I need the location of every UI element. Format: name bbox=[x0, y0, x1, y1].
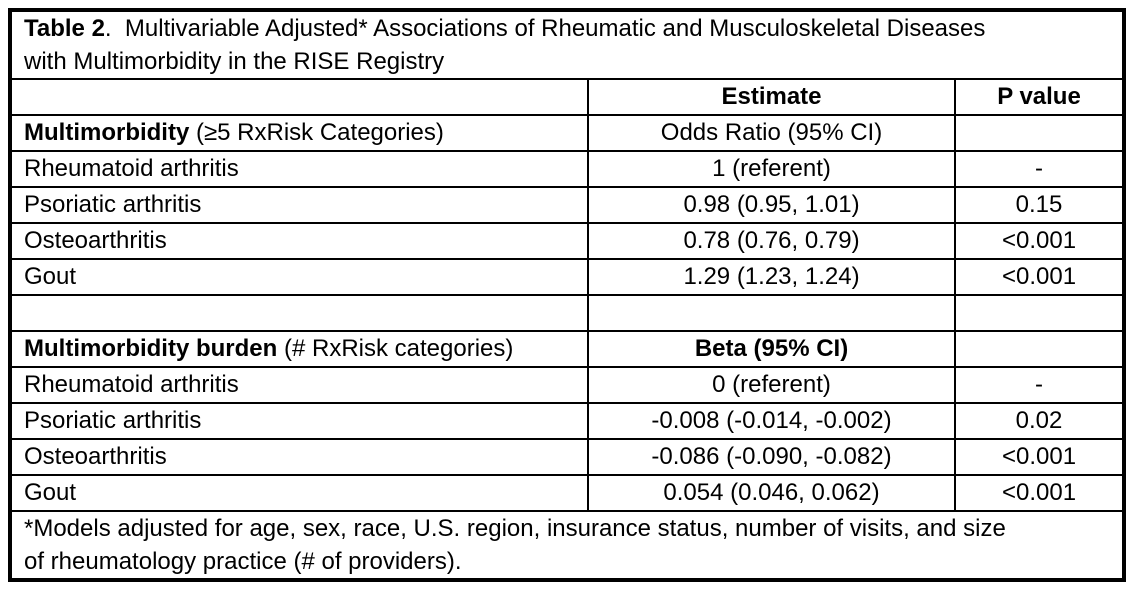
pvalue-cell: <0.001 bbox=[953, 474, 1126, 512]
pvalue-cell: - bbox=[953, 150, 1126, 188]
header-blank-cell bbox=[9, 78, 589, 116]
estimate-cell: -0.086 (-0.090, -0.082) bbox=[587, 438, 956, 476]
section2-blank-cell bbox=[953, 330, 1126, 368]
spacer-row bbox=[9, 294, 1126, 332]
section2-label-bold: Multimorbidity burden bbox=[24, 335, 278, 362]
pvalue-cell: 0.02 bbox=[953, 402, 1126, 440]
disease-name-cell: Psoriatic arthritis bbox=[9, 402, 589, 440]
spacer-cell bbox=[953, 294, 1126, 332]
column-header-row: Estimate P value bbox=[9, 78, 1126, 116]
section1-header-row: Multimorbidity (≥5 RxRisk Categories) Od… bbox=[9, 114, 1126, 152]
section1-blank-cell bbox=[953, 114, 1126, 152]
spacer-cell bbox=[587, 294, 956, 332]
table-title-line1: Table 2. Multivariable Adjusted* Associa… bbox=[24, 12, 1110, 45]
disease-name-cell: Psoriatic arthritis bbox=[9, 186, 589, 224]
section2-label-cell: Multimorbidity burden (# RxRisk categori… bbox=[9, 330, 589, 368]
table-row: Osteoarthritis -0.086 (-0.090, -0.082) <… bbox=[9, 438, 1126, 476]
estimate-cell: 1.29 (1.23, 1.24) bbox=[587, 258, 956, 296]
section1-estimate-header-cell: Odds Ratio (95% CI) bbox=[587, 114, 956, 152]
section1-label-rest: (≥5 RxRisk Categories) bbox=[189, 119, 444, 146]
table-row: Psoriatic arthritis 0.98 (0.95, 1.01) 0.… bbox=[9, 186, 1126, 224]
spacer-cell bbox=[9, 294, 589, 332]
section2-estimate-header-cell: Beta (95% CI) bbox=[587, 330, 956, 368]
table-row: Rheumatoid arthritis 1 (referent) - bbox=[9, 150, 1126, 188]
pvalue-cell: <0.001 bbox=[953, 258, 1126, 296]
estimate-cell: -0.008 (-0.014, -0.002) bbox=[587, 402, 956, 440]
footnote-cell: *Models adjusted for age, sex, race, U.S… bbox=[8, 510, 1126, 581]
disease-name-cell: Osteoarthritis bbox=[9, 438, 589, 476]
section1-label-bold: Multimorbidity bbox=[24, 119, 190, 146]
disease-name-cell: Osteoarthritis bbox=[9, 222, 589, 260]
header-pvalue-cell: P value bbox=[953, 78, 1126, 116]
section2-header-row: Multimorbidity burden (# RxRisk categori… bbox=[9, 330, 1126, 368]
table-row: Gout 1.29 (1.23, 1.24) <0.001 bbox=[9, 258, 1126, 296]
pvalue-cell: - bbox=[953, 366, 1126, 404]
footnote-line1: *Models adjusted for age, sex, race, U.S… bbox=[24, 515, 1006, 542]
estimate-cell: 0 (referent) bbox=[587, 366, 956, 404]
table-frame: Table 2. Multivariable Adjusted* Associa… bbox=[8, 8, 1127, 582]
footnote-row: *Models adjusted for age, sex, race, U.S… bbox=[8, 510, 1126, 581]
pvalue-cell: <0.001 bbox=[953, 438, 1126, 476]
table-title-cell: Table 2. Multivariable Adjusted* Associa… bbox=[8, 9, 1126, 80]
footnote-line2: of rheumatology practice (# of providers… bbox=[24, 548, 462, 575]
table-row: Rheumatoid arthritis 0 (referent) - bbox=[9, 366, 1126, 404]
table-row: Psoriatic arthritis -0.008 (-0.014, -0.0… bbox=[9, 402, 1126, 440]
table-title-line2: with Multimorbidity in the RISE Registry bbox=[24, 48, 445, 75]
disease-name-cell: Rheumatoid arthritis bbox=[9, 150, 589, 188]
disease-name-cell: Gout bbox=[9, 474, 589, 512]
disease-name-cell: Gout bbox=[9, 258, 589, 296]
estimate-cell: 1 (referent) bbox=[587, 150, 956, 188]
estimate-cell: 0.98 (0.95, 1.01) bbox=[587, 186, 956, 224]
pvalue-cell: <0.001 bbox=[953, 222, 1126, 260]
table-title-row: Table 2. Multivariable Adjusted* Associa… bbox=[8, 9, 1126, 80]
table-title-number: Table 2 bbox=[24, 15, 105, 42]
results-table: Table 2. Multivariable Adjusted* Associa… bbox=[8, 8, 1127, 582]
estimate-cell: 0.054 (0.046, 0.062) bbox=[587, 474, 956, 512]
estimate-cell: 0.78 (0.76, 0.79) bbox=[587, 222, 956, 260]
section1-label-cell: Multimorbidity (≥5 RxRisk Categories) bbox=[9, 114, 589, 152]
disease-name-cell: Rheumatoid arthritis bbox=[9, 366, 589, 404]
header-estimate-cell: Estimate bbox=[587, 78, 956, 116]
table-row: Osteoarthritis 0.78 (0.76, 0.79) <0.001 bbox=[9, 222, 1126, 260]
pvalue-cell: 0.15 bbox=[953, 186, 1126, 224]
section2-label-rest: (# RxRisk categories) bbox=[277, 335, 514, 362]
table-row: Gout 0.054 (0.046, 0.062) <0.001 bbox=[9, 474, 1126, 512]
table-title-text: . Multivariable Adjusted* Associations o… bbox=[104, 15, 986, 42]
